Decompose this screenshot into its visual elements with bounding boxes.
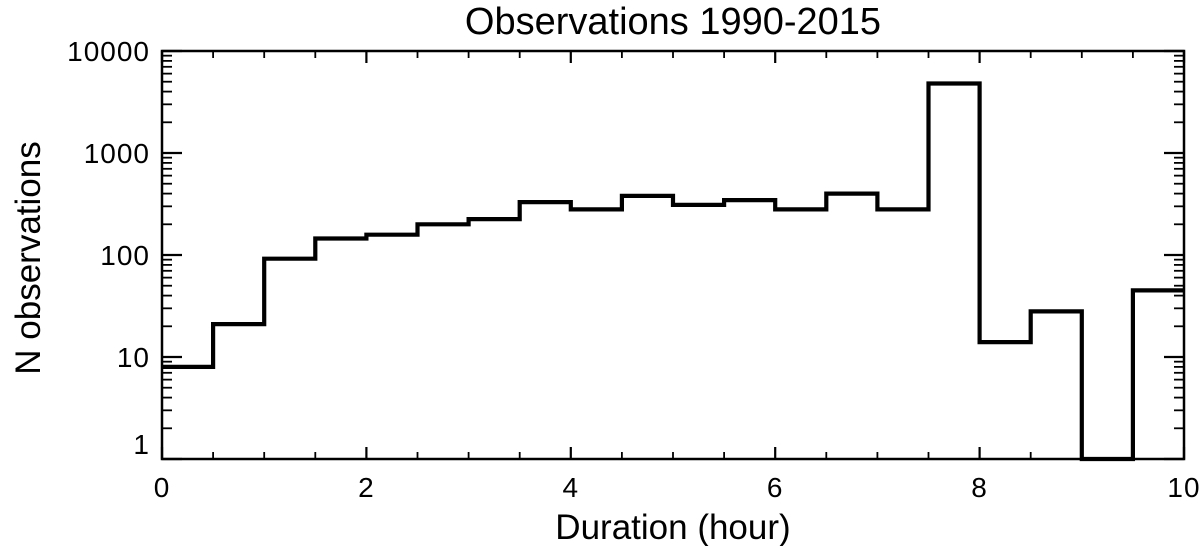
x-tick-label: 2 bbox=[358, 472, 375, 503]
x-tick-label: 10 bbox=[1167, 472, 1200, 503]
histogram-line bbox=[162, 81, 1184, 462]
y-tick-label: 10 bbox=[117, 342, 150, 373]
x-tick-label: 8 bbox=[971, 472, 988, 503]
x-tick-label: 6 bbox=[767, 472, 784, 503]
axis-tick-labels: 0 2 4 6 8 10 1 10 100 1000 10000 bbox=[67, 36, 1200, 503]
x-tick-label: 4 bbox=[563, 472, 580, 503]
chart-title: Observations 1990-2015 bbox=[465, 1, 881, 43]
y-tick-label: 1000 bbox=[84, 138, 150, 169]
y-axis-label: N observations bbox=[9, 141, 48, 374]
plot-frame bbox=[160, 49, 1186, 461]
y-tick-label: 10000 bbox=[67, 36, 150, 67]
y-tick-label: 1 bbox=[133, 429, 150, 460]
x-tick-label: 0 bbox=[154, 472, 171, 503]
x-axis-label: Duration (hour) bbox=[555, 508, 790, 546]
y-tick-label: 100 bbox=[100, 240, 150, 271]
